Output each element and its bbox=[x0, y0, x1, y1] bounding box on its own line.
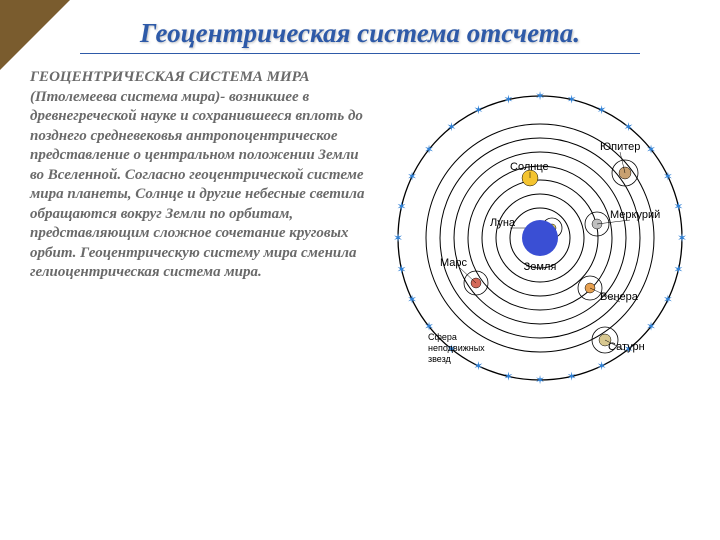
star-icon: ✶ bbox=[535, 89, 545, 103]
label-Луна: Луна bbox=[490, 217, 516, 229]
sphere-label-2: неподвижных bbox=[428, 343, 485, 353]
label-Марс: Марс bbox=[440, 257, 468, 269]
star-icon: ✶ bbox=[473, 359, 483, 373]
star-icon: ✶ bbox=[646, 142, 656, 156]
earth-body bbox=[522, 220, 558, 256]
star-icon: ✶ bbox=[663, 169, 673, 183]
orbit-svg: ✶✶✶✶✶✶✶✶✶✶✶✶✶✶✶✶✶✶✶✶✶✶✶✶✶✶✶✶ ЛунаМеркури… bbox=[380, 78, 700, 398]
star-icon: ✶ bbox=[673, 263, 683, 277]
star-icon: ✶ bbox=[624, 120, 634, 134]
content-row: ГЕОЦЕНТРИЧЕСКАЯ СИСТЕМА МИРА (Птолемеева… bbox=[0, 54, 720, 408]
label-Меркурий: Меркурий bbox=[610, 209, 660, 221]
star-icon: ✶ bbox=[424, 142, 434, 156]
star-icon: ✶ bbox=[673, 199, 683, 213]
sphere-label-3: звезд bbox=[428, 354, 452, 364]
star-icon: ✶ bbox=[597, 359, 607, 373]
star-icon: ✶ bbox=[567, 369, 577, 383]
label-Юпитер: Юпитер bbox=[600, 141, 640, 153]
star-icon: ✶ bbox=[407, 169, 417, 183]
star-icon: ✶ bbox=[646, 320, 656, 334]
label-Венера: Венера bbox=[600, 291, 639, 303]
star-icon: ✶ bbox=[446, 120, 456, 134]
star-icon: ✶ bbox=[535, 373, 545, 387]
star-icon: ✶ bbox=[567, 93, 577, 107]
star-icon: ✶ bbox=[503, 369, 513, 383]
earth-label: Земля bbox=[524, 261, 557, 273]
body-paragraph: ГЕОЦЕНТРИЧЕСКАЯ СИСТЕМА МИРА (Птолемеева… bbox=[30, 68, 370, 398]
star-icon: ✶ bbox=[663, 293, 673, 307]
star-icon: ✶ bbox=[393, 231, 403, 245]
star-icon: ✶ bbox=[597, 103, 607, 117]
star-icon: ✶ bbox=[397, 263, 407, 277]
page-title: Геоцентрическая система отсчета. bbox=[0, 0, 720, 49]
star-icon: ✶ bbox=[503, 93, 513, 107]
star-icon: ✶ bbox=[473, 103, 483, 117]
geocentric-diagram: ✶✶✶✶✶✶✶✶✶✶✶✶✶✶✶✶✶✶✶✶✶✶✶✶✶✶✶✶ ЛунаМеркури… bbox=[380, 78, 700, 398]
star-icon: ✶ bbox=[397, 199, 407, 213]
star-icon: ✶ bbox=[407, 293, 417, 307]
star-icon: ✶ bbox=[677, 231, 687, 245]
sphere-label-1: Сфера bbox=[428, 332, 457, 342]
label-Солнце: Солнце bbox=[510, 161, 549, 173]
corner-accent bbox=[0, 0, 70, 70]
